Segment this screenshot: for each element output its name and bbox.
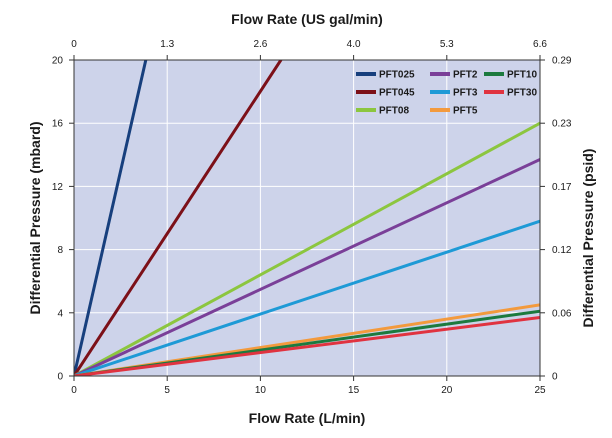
top-tick-label: 1.3 (160, 39, 174, 50)
axes (73, 59, 541, 377)
y-tick-label: 20 (52, 56, 64, 67)
series-line-pft045 (74, 60, 283, 376)
top-tick-label: 6.6 (533, 39, 547, 50)
series-line-pft08 (74, 121, 540, 376)
ticks: 0 5 10 15 20 25 0 1.3 2.6 4.0 5.3 6.6 0 4 8 12 16 20 0 0.06… (52, 39, 572, 396)
right-tick-label: 0.29 (552, 56, 572, 67)
x-axis-title: Flow Rate (L/min) (249, 410, 366, 426)
right-axis-title: Differential Pressure (psid) (580, 149, 596, 328)
right-tick-label: 0.17 (552, 182, 572, 193)
legend-label-pft045: PFT045 (379, 88, 415, 99)
right-tick-label: 0.06 (552, 308, 572, 319)
x-tick-label: 0 (71, 385, 77, 396)
series-line-pft3 (74, 219, 540, 376)
legend-label-pft025: PFT025 (379, 70, 415, 81)
top-axis-title: Flow Rate (US gal/min) (231, 11, 383, 27)
legend: PFT025 PFT2 PFT10 PFT045 PFT3 PFT30 PFT08 PFT5 (356, 70, 537, 117)
legend-label-pft30: PFT30 (507, 88, 537, 99)
series-line-pft2 (74, 158, 540, 376)
y-tick-label: 16 (52, 119, 64, 130)
top-tick-label: 2.6 (253, 39, 267, 50)
legend-label-pft2: PFT2 (453, 70, 478, 81)
legend-label-pft3: PFT3 (453, 88, 478, 99)
x-tick-label: 5 (164, 385, 170, 396)
y-tick-label: 0 (57, 372, 63, 383)
right-tick-label: 0 (552, 372, 558, 383)
y-tick-label: 12 (52, 182, 64, 193)
legend-label-pft08: PFT08 (379, 106, 409, 117)
series-lines (74, 60, 540, 376)
y-axis-title: Differential Pressure (mbard) (27, 122, 43, 315)
right-tick-label: 0.23 (552, 119, 572, 130)
x-tick-label: 20 (441, 385, 453, 396)
x-tick-label: 15 (348, 385, 360, 396)
top-tick-label: 0 (71, 39, 77, 50)
right-tick-label: 0.12 (552, 245, 572, 256)
legend-label-pft5: PFT5 (453, 106, 478, 117)
y-tick-label: 8 (57, 245, 63, 256)
x-tick-label: 25 (534, 385, 546, 396)
top-tick-label: 4.0 (347, 39, 361, 50)
legend-label-pft10: PFT10 (507, 70, 537, 81)
series-line-pft30 (74, 316, 540, 376)
series-line-pft025 (74, 60, 148, 376)
y-tick-label: 4 (57, 308, 63, 319)
x-tick-label: 10 (255, 385, 267, 396)
top-tick-label: 5.3 (440, 39, 454, 50)
